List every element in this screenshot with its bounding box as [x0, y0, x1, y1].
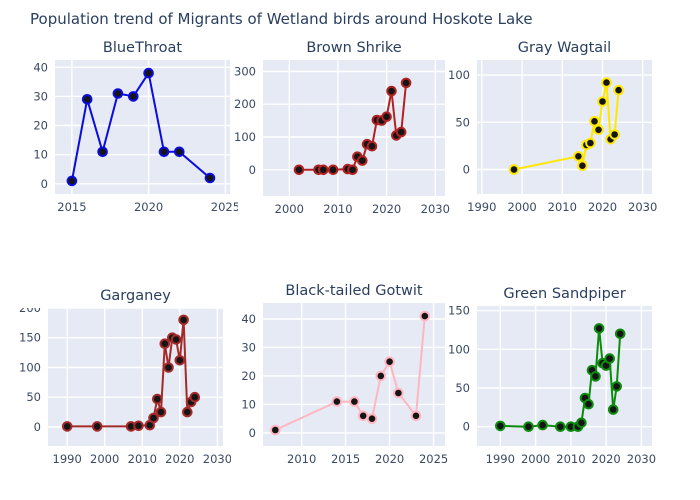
- svg-text:2000: 2000: [275, 202, 304, 216]
- svg-text:20: 20: [33, 119, 48, 133]
- svg-text:2030: 2030: [627, 452, 656, 466]
- subplot-black-tailed-gotwit: Black-tailed Gotwit 2010 2015 2020 2025 0 10 2…: [221, 281, 453, 472]
- subplot-bluethroat: BlueThroat 2015 2020 2025 0 10 20 30 40: [13, 38, 238, 220]
- svg-text:2000: 2000: [507, 200, 536, 214]
- svg-text:2010: 2010: [548, 200, 577, 214]
- svg-text:0: 0: [249, 426, 256, 440]
- black-tailed-gotwit-plot: 2010 2015 2020 2025 0 10 20 30 40: [241, 303, 448, 466]
- svg-text:0: 0: [463, 420, 470, 434]
- garganey-plot: 1990 2000 2010 2020 2030 0 50 100 150 200: [19, 308, 231, 466]
- subplot-title-gray-wagtail: Gray Wagtail: [517, 40, 612, 56]
- svg-text:2010: 2010: [128, 452, 157, 466]
- svg-text:1990: 1990: [486, 452, 515, 466]
- bluethroat-plot: 2015 2020 2025 0 10 20 30 40: [33, 60, 238, 214]
- svg-text:2010: 2010: [287, 452, 316, 466]
- svg-text:2015: 2015: [331, 452, 360, 466]
- subplot-title-garganey: Garganey: [100, 288, 171, 304]
- svg-text:2000: 2000: [90, 452, 119, 466]
- svg-text:2010: 2010: [323, 202, 352, 216]
- svg-text:100: 100: [19, 361, 41, 375]
- svg-text:2020: 2020: [591, 452, 620, 466]
- svg-text:2020: 2020: [134, 200, 163, 214]
- svg-text:30: 30: [33, 89, 48, 103]
- page-title: Population trend of Migrants of Wetland …: [30, 10, 533, 28]
- svg-text:2010: 2010: [556, 452, 585, 466]
- svg-text:200: 200: [19, 308, 41, 315]
- svg-text:0: 0: [34, 420, 41, 434]
- svg-text:2000: 2000: [521, 452, 550, 466]
- subplot-title-bluethroat: BlueThroat: [102, 40, 183, 56]
- svg-text:40: 40: [33, 60, 48, 74]
- subplot-title-black-tailed-gotwit: Black-tailed Gotwit: [285, 283, 423, 299]
- subplot-garganey: Garganey 1990 2000 2010 2020 2030 0 50 100 150 20…: [6, 286, 231, 472]
- svg-text:0: 0: [41, 177, 48, 191]
- svg-text:10: 10: [33, 148, 48, 162]
- svg-text:50: 50: [455, 381, 470, 395]
- svg-text:50: 50: [26, 390, 41, 404]
- svg-text:0: 0: [463, 163, 470, 177]
- subplot-brown-shrike: Brown Shrike 2000 2010 2020 2030 0 100 200 300: [221, 38, 453, 222]
- svg-text:2030: 2030: [203, 452, 231, 466]
- svg-text:2025: 2025: [419, 452, 448, 466]
- svg-text:20: 20: [241, 369, 256, 383]
- svg-text:2020: 2020: [372, 202, 401, 216]
- subplot-green-sandpiper: Green Sandpiper 1990 2000 2010 2020 2030 0 50 1…: [435, 284, 660, 472]
- svg-text:10: 10: [241, 397, 256, 411]
- svg-text:1990: 1990: [53, 452, 82, 466]
- subplot-title-brown-shrike: Brown Shrike: [306, 40, 402, 56]
- svg-text:2030: 2030: [628, 200, 657, 214]
- svg-text:0: 0: [249, 163, 256, 177]
- svg-text:40: 40: [241, 312, 256, 326]
- green-sandpiper-plot: 1990 2000 2010 2020 2030 0 50 100 150: [448, 306, 656, 466]
- svg-text:150: 150: [19, 331, 41, 345]
- svg-text:100: 100: [448, 342, 470, 356]
- svg-text:300: 300: [234, 65, 256, 79]
- svg-text:2020: 2020: [165, 452, 194, 466]
- svg-text:2020: 2020: [588, 200, 617, 214]
- svg-text:150: 150: [448, 306, 470, 318]
- svg-text:2025: 2025: [211, 200, 238, 214]
- svg-text:100: 100: [448, 68, 470, 82]
- gray-wagtail-plot: 1990 2000 2010 2020 2030 0 50 100: [448, 60, 657, 214]
- subplot-gray-wagtail: Gray Wagtail 1990 2000 2010 2020 2030 0 50 100: [435, 38, 660, 220]
- svg-text:200: 200: [234, 97, 256, 111]
- svg-text:1990: 1990: [467, 200, 496, 214]
- svg-text:100: 100: [234, 130, 256, 144]
- svg-text:2030: 2030: [421, 202, 450, 216]
- brown-shrike-plot: 2000 2010 2020 2030 0 100 200 300: [234, 60, 450, 216]
- subplot-title-green-sandpiper: Green Sandpiper: [503, 286, 626, 302]
- svg-text:50: 50: [455, 115, 470, 129]
- svg-text:2020: 2020: [375, 452, 404, 466]
- svg-text:30: 30: [241, 340, 256, 354]
- svg-text:2015: 2015: [57, 200, 86, 214]
